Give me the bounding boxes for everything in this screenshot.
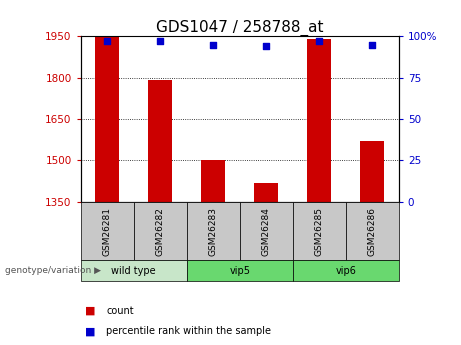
Text: vip6: vip6: [335, 266, 356, 276]
Point: [262, 43, 270, 49]
Bar: [148, 80, 172, 202]
Text: wild type: wild type: [112, 266, 156, 276]
Text: GSM26283: GSM26283: [209, 207, 218, 256]
Text: count: count: [106, 306, 134, 315]
Bar: [254, 183, 278, 202]
Bar: [95, 36, 119, 202]
Bar: [201, 160, 225, 202]
Bar: [361, 141, 384, 202]
Point: [209, 42, 217, 47]
Text: ■: ■: [85, 326, 96, 336]
Text: ■: ■: [85, 306, 96, 315]
Text: GSM26285: GSM26285: [315, 207, 324, 256]
Text: GSM26282: GSM26282: [156, 207, 165, 256]
Text: percentile rank within the sample: percentile rank within the sample: [106, 326, 271, 336]
Text: GSM26281: GSM26281: [103, 207, 112, 256]
Title: GDS1047 / 258788_at: GDS1047 / 258788_at: [156, 20, 324, 36]
Point: [368, 42, 376, 47]
Point: [103, 38, 111, 44]
Text: GSM26286: GSM26286: [368, 207, 377, 256]
Point: [315, 38, 323, 44]
Text: genotype/variation ▶: genotype/variation ▶: [5, 266, 100, 275]
Point: [156, 38, 164, 44]
Text: GSM26284: GSM26284: [262, 207, 271, 256]
Text: vip5: vip5: [229, 266, 250, 276]
Bar: [307, 39, 331, 202]
